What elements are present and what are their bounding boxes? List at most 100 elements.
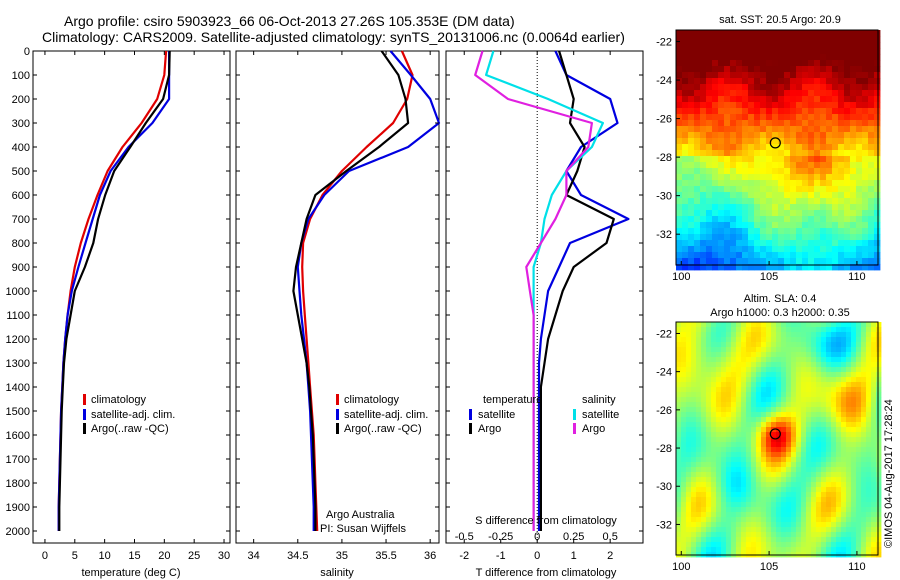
x-tick-label: -1 — [496, 550, 506, 562]
sla-map: 100 105 110 -22 -24 -26 -28 -30 -32 — [656, 321, 882, 573]
series-line-argo-temperature — [539, 50, 615, 531]
legend-argo-swatch — [336, 423, 339, 434]
map-y-tick-label: -30 — [656, 191, 672, 203]
map-y-tick-label: -22 — [656, 37, 672, 49]
x-tick-label: 0 — [42, 550, 48, 562]
map-y-tick-label: -28 — [656, 443, 672, 455]
map-y-tick-label: -28 — [656, 152, 672, 164]
y-tick-label: 0 — [24, 46, 30, 58]
t-difference-xlabel: T difference from climatology — [476, 567, 617, 579]
s-diff-tick-label: 0 — [534, 531, 540, 543]
x-tick-label: -2 — [459, 550, 469, 562]
legend-argo-label: Argo(..raw -QC) — [344, 423, 422, 435]
legend-t-satellite-swatch — [469, 409, 472, 420]
map-x-tick-label: 105 — [760, 271, 778, 283]
legend-climatology-swatch — [83, 394, 86, 405]
legend-t-satellite-label: satellite — [478, 409, 515, 421]
legend-satellite-swatch — [83, 409, 86, 420]
y-tick-label: 1500 — [6, 406, 30, 418]
difference-axes-frame — [445, 50, 644, 544]
legend-satellite-label: satellite-adj. clim. — [91, 409, 175, 421]
map-cells — [676, 30, 881, 271]
y-tick-label: 1400 — [6, 382, 30, 394]
argo-australia-annotation: Argo Australia — [326, 509, 395, 521]
x-tick-label: 10 — [99, 550, 111, 562]
y-tick-label: 100 — [12, 70, 30, 82]
x-tick-label: 35 — [336, 550, 348, 562]
legend-argo-swatch — [83, 423, 86, 434]
legend-t-argo-label: Argo — [478, 423, 501, 435]
map-y-tick-label: -26 — [656, 405, 672, 417]
legend-s-satellite-swatch — [573, 409, 576, 420]
s-diff-tick-label: 0.25 — [563, 531, 584, 543]
y-tick-label: 600 — [12, 190, 30, 202]
sst-map-title: sat. SST: 20.5 Argo: 20.9 — [719, 14, 841, 26]
salinity-legend: climatology satellite-adj. clim. Argo(..… — [336, 394, 428, 435]
series-line-argo-raw-qc — [292, 50, 410, 531]
map-y-tick-label: -24 — [656, 75, 672, 87]
x-tick-label: 34.5 — [287, 550, 308, 562]
map-x-tick-label: 100 — [672, 561, 690, 573]
y-tick-label: 700 — [12, 214, 30, 226]
figure-title-line2: Climatology: CARS2009. Satellite-adjuste… — [42, 29, 625, 45]
x-tick-label: 2 — [607, 550, 613, 562]
y-tick-label: 1600 — [6, 430, 30, 442]
y-tick-label: 1300 — [6, 358, 30, 370]
map-y-tick-label: -22 — [656, 328, 672, 340]
sst-map-frame — [675, 29, 879, 266]
y-tick-label: 200 — [12, 94, 30, 106]
map-cells — [676, 322, 882, 558]
pi-annotation: PI: Susan Wijffels — [320, 523, 406, 535]
difference-panel: -2 -1 0 1 2 -0.5 -0.25 0 0.25 0.5 S difference fr… — [445, 50, 644, 579]
legend-s-argo-label: Argo — [582, 423, 605, 435]
legend-climatology-label: climatology — [91, 394, 147, 406]
y-tick-label: 1000 — [6, 286, 30, 298]
x-tick-label: 35.5 — [375, 550, 396, 562]
salinity-xlabel: salinity — [320, 567, 354, 579]
legend-s-satellite-label: satellite — [582, 409, 619, 421]
legend-t-argo-swatch — [469, 423, 472, 434]
map-x-tick-label: 105 — [760, 561, 778, 573]
y-tick-label: 1700 — [6, 454, 30, 466]
map-x-tick-label: 110 — [848, 271, 866, 283]
legend-satellite-label: satellite-adj. clim. — [344, 409, 428, 421]
temperature-xlabel: temperature (deg C) — [81, 567, 180, 579]
series-line-argo-raw-qc — [58, 50, 171, 531]
x-tick-label: 20 — [158, 550, 170, 562]
series-line-argo-salinity — [474, 50, 593, 531]
map-y-tick-label: -30 — [656, 481, 672, 493]
map-y-tick-label: -32 — [656, 519, 672, 531]
series-line-satellite-adj-clim — [296, 50, 441, 531]
map-y-tick-label: -26 — [656, 114, 672, 126]
y-tick-label: 1100 — [6, 310, 30, 322]
s-diff-tick-label: -0.5 — [455, 531, 474, 543]
sla-map-title-line2: Argo h1000: 0.3 h2000: 0.35 — [710, 307, 849, 319]
sst-map: 100 105 110 -22 -24 -26 -28 -30 -32 — [656, 29, 881, 283]
x-tick-label: 15 — [128, 550, 140, 562]
y-tick-label: 1200 — [6, 334, 30, 346]
imos-credit: ©IMOS 04-Aug-2017 17:28:24 — [883, 399, 895, 548]
x-tick-label: 34 — [248, 550, 260, 562]
y-tick-label: 500 — [12, 166, 30, 178]
temperature-legend: climatology satellite-adj. clim. Argo(..… — [83, 394, 175, 435]
difference-legend: temperature satellite Argo salinity sate… — [469, 394, 619, 435]
legend-temperature-title: temperature — [483, 394, 542, 406]
s-diff-tick-label: 0.5 — [603, 531, 618, 543]
legend-salinity-title: salinity — [582, 394, 616, 406]
y-tick-label: 900 — [12, 262, 30, 274]
y-tick-label: 800 — [12, 238, 30, 250]
y-tick-label: 2000 — [6, 526, 30, 538]
temperature-panel: 0 5 10 15 20 25 300100200300400500600700800900… — [6, 46, 231, 579]
y-tick-label: 1900 — [6, 502, 30, 514]
legend-s-argo-swatch — [573, 423, 576, 434]
x-tick-label: 5 — [72, 550, 78, 562]
map-x-tick-label: 100 — [672, 271, 690, 283]
x-tick-label: 30 — [218, 550, 230, 562]
x-tick-label: 0 — [534, 550, 540, 562]
legend-climatology-label: climatology — [344, 394, 400, 406]
y-tick-label: 400 — [12, 142, 30, 154]
x-tick-label: 36 — [424, 550, 436, 562]
map-x-tick-label: 110 — [848, 561, 866, 573]
s-difference-xlabel: S difference from climatology — [475, 515, 617, 527]
